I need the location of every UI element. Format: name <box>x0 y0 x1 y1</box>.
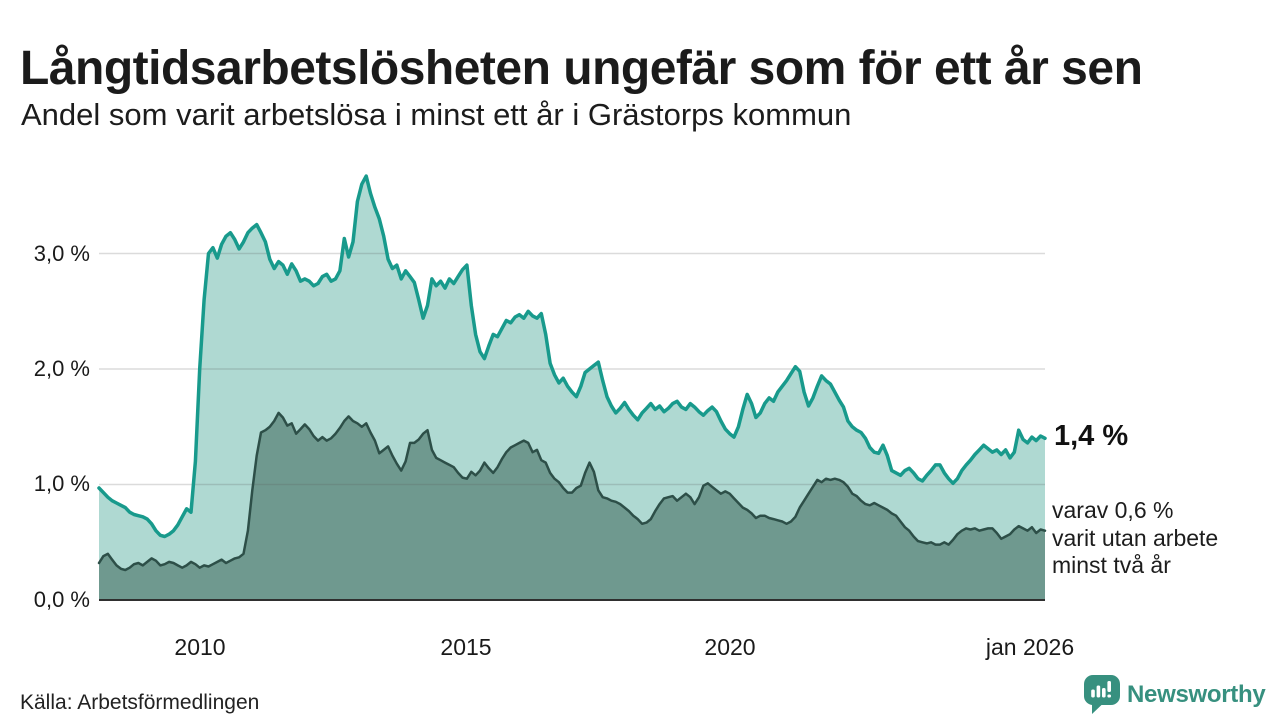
x-tick-2020: 2020 <box>704 634 756 660</box>
y-tick-2: 2,0 % <box>33 356 90 381</box>
y-tick-0: 0,0 % <box>33 587 90 612</box>
y-tick-1: 1,0 % <box>33 471 90 496</box>
latest-long-term-label: varav 0,6 % varit utan arbete minst två … <box>1052 497 1219 578</box>
page-title: Långtidsarbetslösheten ungefär som för e… <box>20 42 1143 96</box>
total-line <box>97 174 1047 539</box>
x-tick-2010: 2010 <box>174 634 226 660</box>
latest-total-label: 1,4 % <box>1054 420 1129 452</box>
y-tick-3: 3,0 % <box>33 241 90 266</box>
page-subtitle: Andel som varit arbetslösa i minst ett å… <box>21 97 852 132</box>
x-tick-jan-2026: jan 2026 <box>985 634 1075 660</box>
newsworthy-brand: Newsworthy <box>1083 675 1266 715</box>
newsworthy-logo-icon <box>1083 675 1120 720</box>
newsworthy-wordmark: Newsworthy <box>1127 681 1266 708</box>
long-area <box>99 412 1045 600</box>
x-tick-2015: 2015 <box>440 634 492 660</box>
source-credit: Källa: Arbetsförmedlingen <box>20 691 260 714</box>
long-line <box>97 411 1047 572</box>
gridlines <box>99 252 1045 486</box>
